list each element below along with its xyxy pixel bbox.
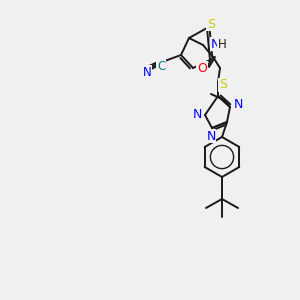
Text: S: S <box>207 17 215 31</box>
Text: H: H <box>218 38 227 50</box>
Text: S: S <box>219 79 227 92</box>
Text: N: N <box>211 38 220 50</box>
Text: O: O <box>197 61 207 74</box>
Text: C: C <box>157 59 165 73</box>
Text: N: N <box>142 65 152 79</box>
Text: N: N <box>233 98 243 112</box>
Text: N: N <box>206 130 216 142</box>
Text: N: N <box>192 107 202 121</box>
